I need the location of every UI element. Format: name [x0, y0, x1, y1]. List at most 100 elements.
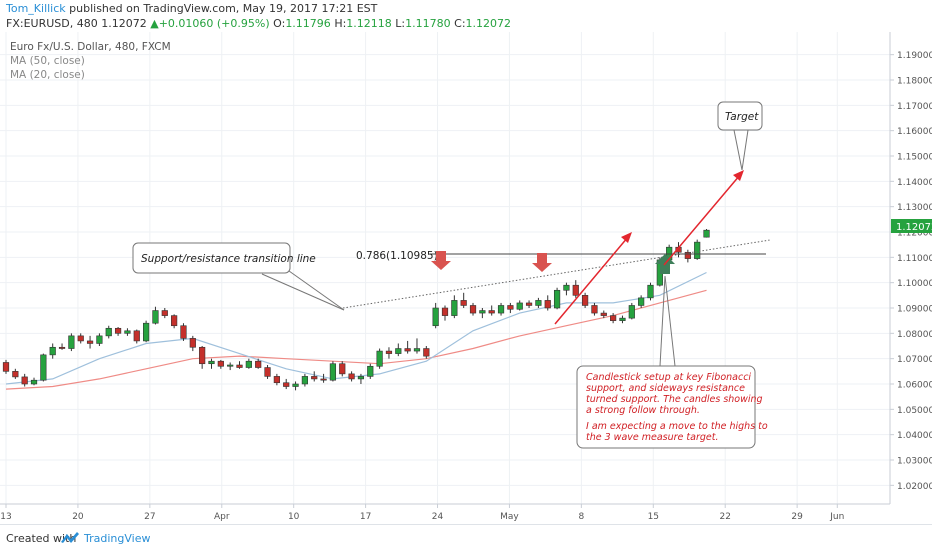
- low-label: L:: [395, 17, 406, 30]
- tradingview-logo-icon[interactable]: [60, 530, 80, 544]
- note-line: I am expecting a move to the highs to: [586, 421, 768, 432]
- candle-body: [86, 340, 94, 344]
- candle-body: [348, 373, 355, 380]
- note-line: Candlestick setup at key Fibonacci: [586, 372, 751, 383]
- time-axis[interactable]: 13 20 27 Apr 10 17 24 May 8 15 22 29 Jun: [0, 504, 844, 522]
- price-tick-label: 1.13000: [897, 203, 932, 213]
- callout-box: [717, 101, 763, 131]
- publish-info: published on TradingView.com, May 19, 20…: [65, 2, 378, 15]
- candle-body: [460, 300, 467, 306]
- candle-body: [385, 350, 393, 354]
- candle-body: [273, 376, 280, 384]
- price-tick-label: 1.17000: [897, 102, 932, 112]
- target-callout[interactable]: Target: [717, 101, 763, 171]
- tradingview-brand-link[interactable]: TradingView: [84, 532, 151, 545]
- candle-body: [283, 382, 290, 387]
- candle-body: [236, 364, 243, 368]
- candle-body: [49, 346, 56, 356]
- candle-body: [647, 284, 654, 299]
- note-line: a strong follow through.: [586, 405, 700, 416]
- price-tick-label: 1.19000: [897, 51, 932, 61]
- candle-body: [441, 307, 449, 316]
- last-price-badge: 1.12072: [891, 219, 932, 233]
- callout-box: [576, 365, 756, 449]
- candle-body: [628, 305, 635, 319]
- callout-pointer: [261, 273, 345, 311]
- candle-body: [217, 360, 224, 367]
- projection-arrow-1[interactable]: [554, 236, 629, 325]
- candle-body: [488, 310, 495, 314]
- price-axis[interactable]: 1.19000 1.18000 1.17000 1.16000 1.15000 1.140…: [890, 51, 932, 492]
- callout-text: Target: [725, 111, 759, 123]
- publish-line: Tom_Killick published on TradingView.com…: [6, 2, 377, 15]
- candle-body: [255, 360, 262, 368]
- callout-text: Support/resistance transition line: [141, 253, 316, 265]
- transition-callout[interactable]: Support/resistance transition line: [132, 242, 345, 311]
- price-tick-label: 1.07000: [897, 355, 932, 365]
- price-tick-label: 1.02000: [897, 482, 932, 492]
- open-value: 1.11796: [285, 17, 331, 30]
- candle-body: [619, 317, 626, 321]
- legend-ma50[interactable]: MA (50, close): [10, 55, 85, 67]
- time-tick-label: 15: [648, 512, 659, 522]
- candle-body: [395, 348, 402, 354]
- legend-title: Euro Fx/U.S. Dollar, 480, FXCM: [10, 41, 171, 53]
- candle-body: [180, 325, 187, 339]
- price-tick-label: 1.03000: [897, 457, 932, 467]
- down-arrow-marker-icon: [532, 253, 552, 272]
- quote-line: FX:EURUSD, 480 1.12072 ▲+0.01060 (+0.95%…: [6, 17, 511, 30]
- price-tick-label: 1.10000: [897, 279, 932, 289]
- legend-ma20[interactable]: MA (20, close): [10, 69, 85, 81]
- candle-body: [292, 383, 299, 387]
- candle-body: [311, 376, 318, 380]
- candle-body: [582, 295, 589, 306]
- projection-arrow-2[interactable]: [663, 174, 741, 266]
- time-tick-label: 27: [144, 512, 155, 522]
- up-triangle-icon: ▲: [150, 17, 159, 30]
- candle-body: [413, 348, 421, 352]
- candle-body: [610, 315, 617, 321]
- callout-pointer: [733, 129, 743, 171]
- price-badge-bg: [891, 219, 932, 233]
- price-tick-label: 1.08000: [897, 330, 932, 340]
- price-chart[interactable]: 1.19000 1.18000 1.17000 1.16000 1.15000 1.140…: [0, 32, 932, 524]
- price-tick-label: 1.16000: [897, 127, 932, 137]
- candle-body: [572, 284, 579, 296]
- candle-body: [479, 310, 486, 314]
- fib-level-label: 0.786(1.10985): [356, 250, 438, 262]
- candle-body: [171, 315, 178, 327]
- time-tick-label: 8: [579, 512, 585, 522]
- ma50-line: [5, 289, 707, 390]
- price-tick-label: 1.06000: [897, 381, 932, 391]
- price-tick-label: 1.04000: [897, 431, 932, 441]
- candle-body: [124, 330, 131, 334]
- candle-body: [516, 302, 523, 310]
- callout-pointer: [664, 275, 676, 367]
- time-tick-label: 13: [0, 512, 11, 522]
- candle-body: [553, 289, 561, 309]
- candle-body: [600, 312, 607, 316]
- candle-body: [591, 305, 598, 314]
- candle-body: [245, 360, 252, 368]
- author-link[interactable]: Tom_Killick: [6, 2, 66, 15]
- time-tick-label: Apr: [214, 512, 230, 522]
- callout-pointer: [659, 275, 666, 367]
- open-label: O:: [273, 17, 286, 30]
- price-tick-label: 1.12000: [897, 229, 932, 239]
- time-tick-label: Jun: [829, 512, 844, 522]
- candle-body: [497, 305, 505, 314]
- low-value: 1.11780: [405, 17, 451, 30]
- candle-body: [638, 297, 645, 306]
- time-tick-label: 24: [432, 512, 444, 522]
- candle-body: [329, 363, 337, 381]
- analysis-callout[interactable]: Candlestick setup at key Fibonacci suppo…: [576, 275, 771, 449]
- candle-body: [376, 350, 383, 367]
- high-value: 1.12118: [346, 17, 392, 30]
- candle-body: [208, 360, 215, 365]
- price-tick-label: 1.11000: [897, 254, 932, 264]
- candle-body: [58, 346, 66, 349]
- candle-body: [264, 367, 271, 377]
- candle-body: [339, 363, 346, 375]
- candle-body: [114, 327, 122, 334]
- ma20-line: [5, 271, 707, 385]
